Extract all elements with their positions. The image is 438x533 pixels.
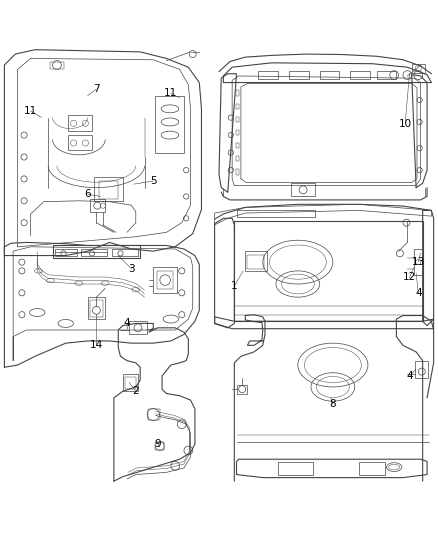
Bar: [68, 135, 92, 150]
Text: 4: 4: [124, 318, 131, 328]
Text: 10: 10: [399, 119, 412, 129]
Bar: [377, 71, 396, 79]
Bar: [247, 255, 264, 269]
Text: 1: 1: [231, 281, 238, 291]
Text: 14: 14: [90, 341, 103, 350]
Bar: [155, 96, 184, 152]
Bar: [245, 251, 267, 271]
Bar: [99, 181, 118, 199]
Bar: [320, 71, 339, 79]
Bar: [289, 71, 309, 79]
Bar: [236, 156, 239, 161]
Bar: [236, 103, 239, 109]
Bar: [414, 249, 423, 275]
Bar: [157, 271, 173, 289]
Text: 5: 5: [150, 176, 157, 186]
Bar: [359, 462, 385, 474]
Bar: [237, 385, 247, 393]
Bar: [90, 199, 105, 212]
Bar: [258, 71, 278, 79]
Bar: [112, 248, 138, 256]
Bar: [148, 409, 160, 420]
Text: 7: 7: [93, 84, 100, 94]
Bar: [278, 462, 313, 474]
Bar: [236, 143, 239, 148]
Text: 12: 12: [403, 272, 416, 282]
Bar: [153, 266, 177, 293]
Bar: [53, 246, 140, 258]
Bar: [236, 130, 239, 135]
Bar: [350, 71, 370, 79]
Text: 3: 3: [128, 264, 135, 273]
Bar: [81, 248, 107, 256]
Bar: [129, 321, 147, 334]
Bar: [68, 115, 92, 131]
Bar: [291, 183, 315, 197]
Bar: [125, 377, 136, 389]
Bar: [90, 300, 103, 317]
Text: 11: 11: [24, 106, 37, 116]
Text: 9: 9: [154, 439, 161, 449]
Text: 2: 2: [132, 386, 139, 397]
Bar: [236, 117, 239, 122]
Text: 13: 13: [412, 257, 425, 267]
Bar: [415, 361, 428, 378]
Text: 11: 11: [164, 88, 177, 99]
Bar: [88, 297, 105, 319]
Bar: [237, 209, 315, 217]
Bar: [50, 61, 64, 69]
Bar: [236, 91, 239, 96]
Bar: [94, 177, 123, 201]
Text: 6: 6: [84, 189, 91, 199]
Bar: [412, 64, 425, 73]
Text: 8: 8: [329, 399, 336, 409]
Bar: [55, 248, 77, 256]
Text: 4: 4: [415, 288, 422, 298]
Bar: [155, 442, 164, 450]
Text: 4: 4: [406, 371, 413, 381]
Bar: [236, 169, 239, 174]
Bar: [123, 374, 138, 391]
